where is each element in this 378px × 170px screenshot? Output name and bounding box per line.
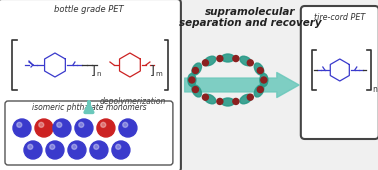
- Circle shape: [50, 144, 55, 149]
- Circle shape: [112, 141, 130, 159]
- Circle shape: [257, 87, 263, 92]
- Circle shape: [35, 119, 53, 137]
- Circle shape: [94, 144, 99, 149]
- Circle shape: [28, 144, 33, 149]
- FancyBboxPatch shape: [301, 6, 378, 139]
- Circle shape: [68, 141, 86, 159]
- Text: m: m: [155, 71, 162, 77]
- Circle shape: [123, 122, 128, 127]
- Ellipse shape: [254, 63, 264, 75]
- Text: tire-cord PET: tire-cord PET: [314, 13, 366, 21]
- Circle shape: [247, 60, 253, 66]
- Ellipse shape: [222, 98, 234, 106]
- Circle shape: [233, 98, 239, 104]
- Circle shape: [17, 122, 22, 127]
- Text: n: n: [96, 71, 101, 77]
- Text: supramolecular: supramolecular: [204, 7, 295, 17]
- Circle shape: [101, 122, 106, 127]
- Circle shape: [90, 141, 108, 159]
- Circle shape: [72, 144, 77, 149]
- Circle shape: [13, 119, 31, 137]
- Circle shape: [192, 87, 198, 92]
- Text: separation and recovery: separation and recovery: [178, 18, 321, 28]
- Ellipse shape: [240, 56, 252, 66]
- Circle shape: [203, 60, 208, 66]
- Ellipse shape: [260, 73, 268, 87]
- Circle shape: [116, 144, 121, 149]
- Ellipse shape: [204, 94, 216, 104]
- Circle shape: [75, 119, 93, 137]
- Ellipse shape: [188, 73, 196, 87]
- Circle shape: [57, 122, 62, 127]
- Circle shape: [39, 122, 44, 127]
- Text: ]: ]: [150, 64, 155, 77]
- FancyBboxPatch shape: [5, 101, 173, 165]
- Ellipse shape: [222, 54, 234, 62]
- Text: ]: ]: [91, 64, 96, 77]
- Circle shape: [79, 122, 84, 127]
- Circle shape: [203, 94, 208, 100]
- Ellipse shape: [240, 94, 252, 104]
- Text: isomeric phthalate monomers: isomeric phthalate monomers: [32, 104, 146, 113]
- Circle shape: [217, 98, 223, 104]
- Ellipse shape: [204, 56, 216, 66]
- Circle shape: [217, 56, 223, 62]
- Circle shape: [119, 119, 137, 137]
- FancyBboxPatch shape: [0, 0, 181, 170]
- Circle shape: [233, 56, 239, 62]
- Ellipse shape: [254, 85, 264, 97]
- Circle shape: [247, 94, 253, 100]
- Circle shape: [192, 67, 198, 73]
- Circle shape: [97, 119, 115, 137]
- Circle shape: [46, 141, 64, 159]
- Circle shape: [257, 67, 263, 73]
- Text: bottle grade PET: bottle grade PET: [54, 4, 124, 13]
- Text: n: n: [372, 85, 376, 94]
- Text: depolymerization: depolymerization: [100, 98, 166, 106]
- Circle shape: [189, 77, 195, 83]
- FancyArrowPatch shape: [185, 72, 299, 98]
- Circle shape: [261, 77, 267, 83]
- Ellipse shape: [192, 85, 201, 97]
- Circle shape: [24, 141, 42, 159]
- Circle shape: [53, 119, 71, 137]
- Ellipse shape: [192, 63, 201, 75]
